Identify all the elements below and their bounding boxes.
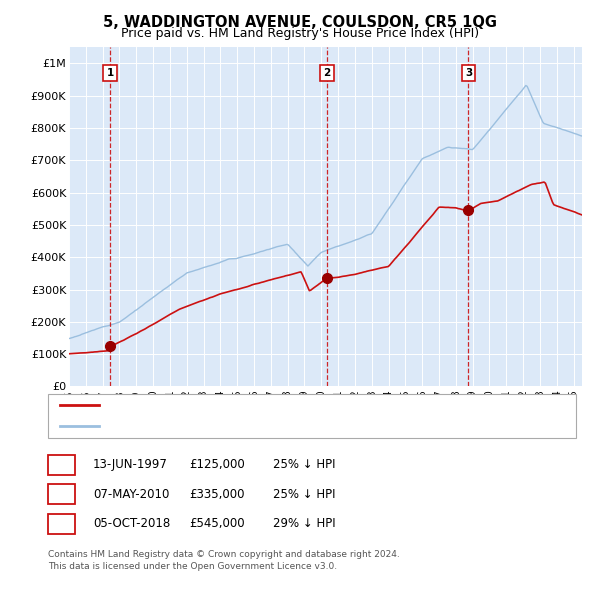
Text: 05-OCT-2018: 05-OCT-2018	[93, 517, 170, 530]
Text: £335,000: £335,000	[189, 488, 245, 501]
Text: 3: 3	[465, 68, 472, 78]
Text: 07-MAY-2010: 07-MAY-2010	[93, 488, 169, 501]
Text: 29% ↓ HPI: 29% ↓ HPI	[273, 517, 335, 530]
Text: £545,000: £545,000	[189, 517, 245, 530]
Text: This data is licensed under the Open Government Licence v3.0.: This data is licensed under the Open Gov…	[48, 562, 337, 571]
Text: 25% ↓ HPI: 25% ↓ HPI	[273, 458, 335, 471]
Text: £125,000: £125,000	[189, 458, 245, 471]
Text: 1: 1	[107, 68, 114, 78]
Text: 3: 3	[58, 519, 65, 529]
Text: 5, WADDINGTON AVENUE, COULSDON, CR5 1QG (detached house): 5, WADDINGTON AVENUE, COULSDON, CR5 1QG …	[106, 401, 453, 411]
Text: Price paid vs. HM Land Registry's House Price Index (HPI): Price paid vs. HM Land Registry's House …	[121, 27, 479, 40]
Text: 5, WADDINGTON AVENUE, COULSDON, CR5 1QG: 5, WADDINGTON AVENUE, COULSDON, CR5 1QG	[103, 15, 497, 30]
Text: 2: 2	[323, 68, 331, 78]
Text: 13-JUN-1997: 13-JUN-1997	[93, 458, 168, 471]
Text: Contains HM Land Registry data © Crown copyright and database right 2024.: Contains HM Land Registry data © Crown c…	[48, 550, 400, 559]
Text: HPI: Average price, detached house, Croydon: HPI: Average price, detached house, Croy…	[106, 421, 343, 431]
Text: 1: 1	[58, 460, 65, 470]
Text: 2: 2	[58, 490, 65, 499]
Text: 25% ↓ HPI: 25% ↓ HPI	[273, 488, 335, 501]
